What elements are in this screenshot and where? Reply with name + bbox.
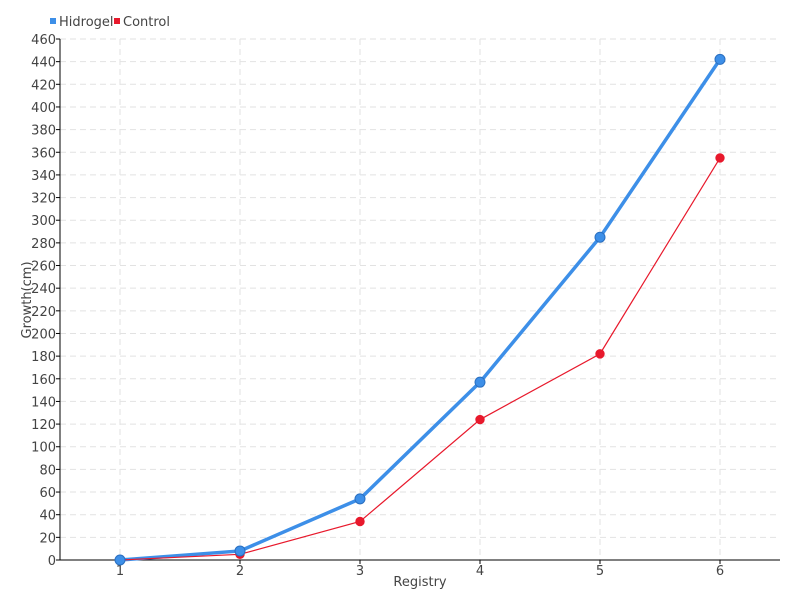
grid	[60, 38, 780, 560]
data-point-control	[475, 414, 485, 425]
y-tick-label: 320	[31, 192, 56, 207]
y-tick-label: 240	[31, 282, 56, 297]
data-point-hidrogel	[474, 376, 486, 388]
series-line-hidrogel	[119, 58, 722, 562]
y-tick-label: 340	[31, 169, 56, 184]
x-axis-label: Registry	[393, 575, 447, 590]
x-tick-label: 6	[716, 564, 724, 579]
y-tick-label: 180	[31, 350, 56, 365]
x-tick-label: 3	[356, 564, 364, 579]
data-point-hidrogel	[234, 545, 246, 557]
data-point-hidrogel	[354, 493, 366, 505]
data-point-hidrogel	[714, 53, 726, 65]
y-tick-label: 120	[31, 418, 56, 433]
y-tick-label: 140	[31, 395, 56, 410]
x-tick-label: 1	[116, 564, 124, 579]
axes	[56, 38, 780, 564]
y-tick-label: 40	[39, 509, 56, 524]
y-tick-label: 360	[31, 146, 56, 161]
y-tick-label: 460	[31, 33, 56, 48]
legend-swatch-control	[114, 18, 120, 24]
y-tick-label: 420	[31, 78, 56, 93]
y-tick-label: 300	[31, 214, 56, 229]
y-tick-label: 260	[31, 260, 56, 275]
x-tick-label: 4	[476, 564, 484, 579]
y-tick-label: 80	[39, 463, 56, 478]
legend-label-control: Control	[123, 15, 170, 30]
legend-label-hidrogel: Hidrogel	[59, 15, 114, 30]
data-point-hidrogel	[594, 231, 606, 243]
legend[interactable]: Hidrogel Control	[50, 15, 170, 30]
y-tick-label: 20	[39, 531, 56, 546]
x-tick-label: 5	[596, 564, 604, 579]
y-tick-label: 60	[39, 486, 56, 501]
y-tick-label: 100	[31, 441, 56, 456]
y-tick-label: 400	[31, 101, 56, 116]
series-line-control	[119, 157, 721, 561]
series	[114, 53, 726, 566]
y-tick-label: 380	[31, 124, 56, 139]
data-point-control	[715, 153, 725, 163]
legend-swatch-hidrogel	[50, 18, 56, 24]
data-point-hidrogel	[114, 554, 126, 566]
tick-labels: 0 20 40 60 80 100 120 140 160 180 200 220 240 260 280 3…	[31, 33, 724, 579]
y-tick-label: 440	[31, 56, 56, 71]
y-tick-label: 200	[31, 327, 56, 342]
y-tick-label: 0	[48, 554, 56, 569]
data-point-control	[355, 516, 365, 527]
y-axis-label: Growth(cm)	[20, 261, 35, 338]
y-tick-label: 280	[31, 237, 56, 252]
y-tick-label: 160	[31, 373, 56, 388]
data-point-control	[595, 349, 605, 359]
x-tick-label: 2	[236, 564, 244, 579]
y-tick-label: 220	[31, 305, 56, 320]
